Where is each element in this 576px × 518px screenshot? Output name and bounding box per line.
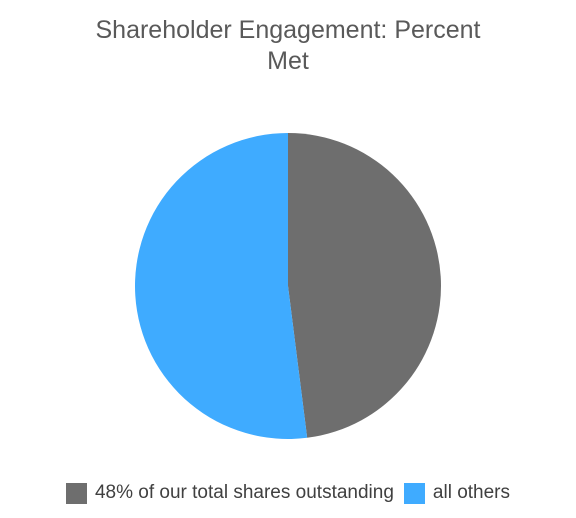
chart	[135, 133, 442, 439]
legend-label: 48% of our total shares outstanding	[94, 482, 394, 503]
legend-item: all others	[403, 482, 511, 504]
pie-slice	[288, 133, 442, 438]
legend: 48% of our total shares outstanding all o…	[0, 482, 576, 504]
legend-label: all others	[432, 482, 511, 503]
legend-swatch	[65, 482, 87, 504]
pie-slice	[135, 133, 308, 439]
legend-swatch	[403, 482, 425, 504]
legend-item: 48% of our total shares outstanding	[65, 482, 394, 504]
chart-title: Shareholder Engagement: Percent Met	[95, 16, 481, 75]
